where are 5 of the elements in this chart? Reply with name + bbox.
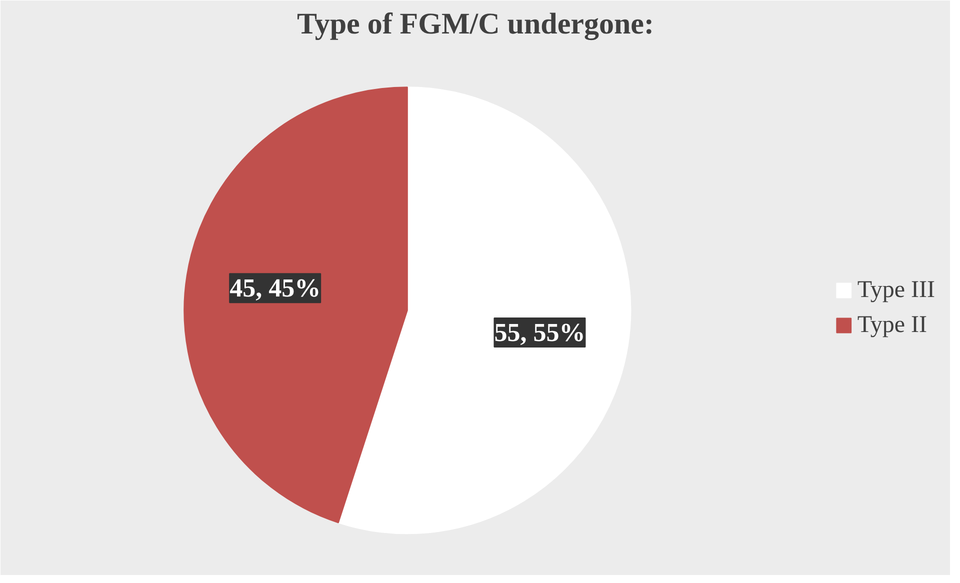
chart-title: Type of FGM/C undergone: bbox=[297, 8, 654, 40]
legend-label: Type III bbox=[857, 276, 935, 304]
legend-label: Type II bbox=[857, 312, 927, 338]
data-label: 55, 55% bbox=[494, 318, 586, 348]
data-label: 45, 45% bbox=[230, 274, 321, 303]
